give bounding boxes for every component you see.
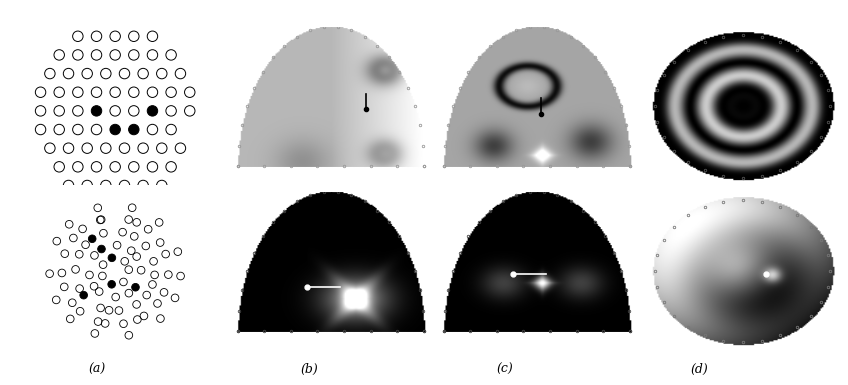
Circle shape: [129, 124, 139, 135]
Circle shape: [110, 124, 120, 135]
Text: (a): (a): [89, 363, 106, 376]
Circle shape: [92, 105, 102, 116]
Circle shape: [131, 283, 139, 291]
Circle shape: [108, 280, 115, 288]
Circle shape: [98, 245, 105, 253]
Text: (d): (d): [691, 363, 708, 376]
Text: (b): (b): [301, 363, 318, 376]
Circle shape: [108, 254, 115, 262]
Circle shape: [80, 291, 87, 299]
Circle shape: [88, 235, 96, 243]
Text: (c): (c): [496, 363, 513, 376]
Circle shape: [148, 105, 158, 116]
